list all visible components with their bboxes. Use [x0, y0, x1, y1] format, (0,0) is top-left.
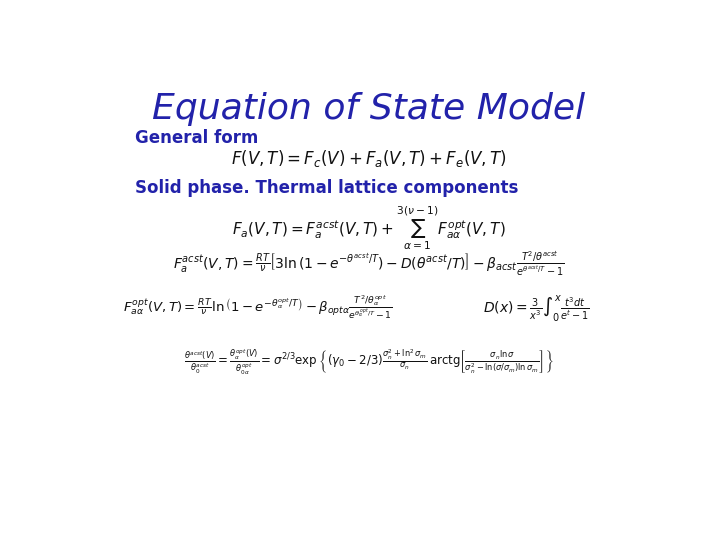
Text: $F(V,T) = F_c(V) + F_a(V,T) + F_e(V,T)$: $F(V,T) = F_c(V) + F_a(V,T) + F_e(V,T)$	[231, 148, 507, 169]
Text: $F_a^{acst}(V,T) = \frac{RT}{\nu}\left[3\ln\left(1-e^{-\theta^{acst}/T}\right)-D: $F_a^{acst}(V,T) = \frac{RT}{\nu}\left[3…	[174, 250, 564, 279]
Text: Equation of State Model: Equation of State Model	[153, 92, 585, 126]
Text: $F_{a\alpha}^{opt}(V,T)=\frac{RT}{\nu}\ln\left(1-e^{-\theta_\alpha^{opt}/T}\righ: $F_{a\alpha}^{opt}(V,T)=\frac{RT}{\nu}\l…	[122, 294, 392, 321]
Text: Solid phase. Thermal lattice components: Solid phase. Thermal lattice components	[135, 179, 518, 197]
Text: $D(x)=\frac{3}{x^3}\int_0^x \frac{t^3 dt}{e^t-1}$: $D(x)=\frac{3}{x^3}\int_0^x \frac{t^3 dt…	[483, 294, 590, 324]
Text: $F_a(V,T) = F_a^{acst}(V,T) + \sum_{\alpha=1}^{3(\nu-1)} F_{a\alpha}^{opt}(V,T)$: $F_a(V,T) = F_a^{acst}(V,T) + \sum_{\alp…	[232, 204, 506, 252]
Text: General form: General form	[135, 129, 258, 147]
Text: $\frac{\theta^{acst}(V)}{\theta_0^{acst}}=\frac{\theta_\alpha^{opt}(V)}{\theta_{: $\frac{\theta^{acst}(V)}{\theta_0^{acst}…	[184, 348, 554, 377]
